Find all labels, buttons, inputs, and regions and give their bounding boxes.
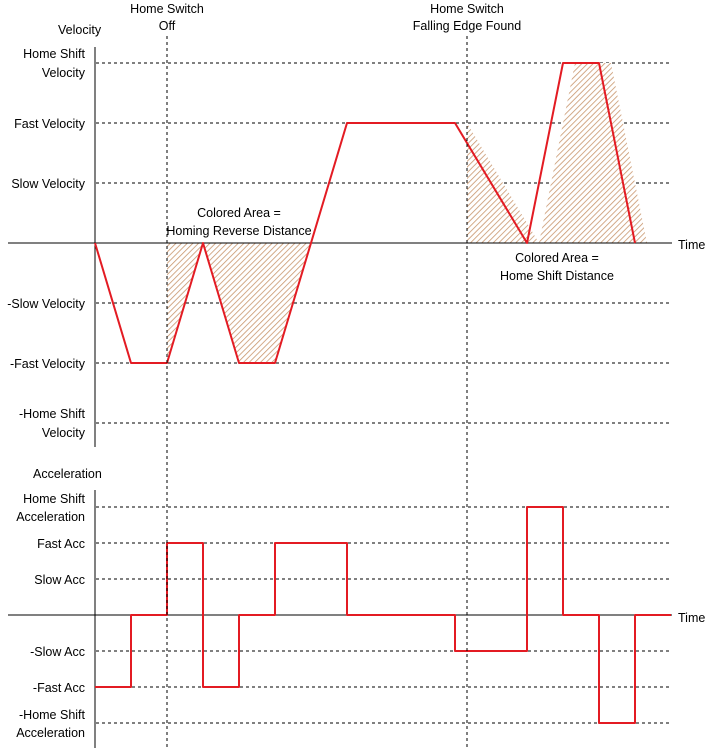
level-fast-velocity: Fast Velocity: [14, 117, 86, 131]
home-shift-area: [467, 63, 647, 243]
annotation-falling-edge-line2: Falling Edge Found: [413, 19, 521, 33]
velocity-time-label: Time: [678, 238, 705, 252]
annotation-shift-area-line1: Colored Area =: [515, 251, 599, 265]
level-slow-velocity: Slow Velocity: [11, 177, 85, 191]
acceleration-time-label: Time: [678, 611, 705, 625]
level-neg-fast-velocity: -Fast Velocity: [10, 357, 86, 371]
level-neg-home-shift-velocity-line1: -Home Shift: [19, 407, 86, 421]
level-neg-slow-acc: -Slow Acc: [30, 645, 85, 659]
level-slow-acc: Slow Acc: [34, 573, 85, 587]
velocity-chart: Velocity Home Shift Velocity Fast Veloci…: [7, 2, 705, 447]
level-fast-acc: Fast Acc: [37, 537, 85, 551]
annotation-falling-edge-line1: Home Switch: [430, 2, 504, 16]
level-home-shift-velocity-line1: Home Shift: [23, 47, 85, 61]
annotation-reverse-area-line2: Homing Reverse Distance: [166, 224, 311, 238]
acceleration-axis-title: Acceleration: [33, 467, 102, 481]
level-home-shift-velocity-line2: Velocity: [42, 66, 86, 80]
velocity-trace: [94, 62, 636, 364]
velocity-axis-title: Velocity: [58, 23, 102, 37]
annotation-home-switch-off-line1: Home Switch: [130, 2, 204, 16]
level-home-shift-acc-line2: Acceleration: [16, 510, 85, 524]
homing-reverse-area: [167, 243, 311, 363]
level-neg-home-shift-velocity-line2: Velocity: [42, 426, 86, 440]
level-neg-home-shift-acc-line1: -Home Shift: [19, 708, 86, 722]
acceleration-chart: Acceleration Home Shift Acceleration Fas…: [8, 467, 705, 748]
level-home-shift-acc-line1: Home Shift: [23, 492, 85, 506]
annotation-reverse-area-line1: Colored Area =: [197, 206, 281, 220]
annotation-home-switch-off-line2: Off: [159, 19, 176, 33]
level-neg-slow-velocity: -Slow Velocity: [7, 297, 86, 311]
level-neg-home-shift-acc-line2: Acceleration: [16, 726, 85, 740]
level-neg-fast-acc: -Fast Acc: [33, 681, 85, 695]
annotation-shift-area-line2: Home Shift Distance: [500, 269, 614, 283]
